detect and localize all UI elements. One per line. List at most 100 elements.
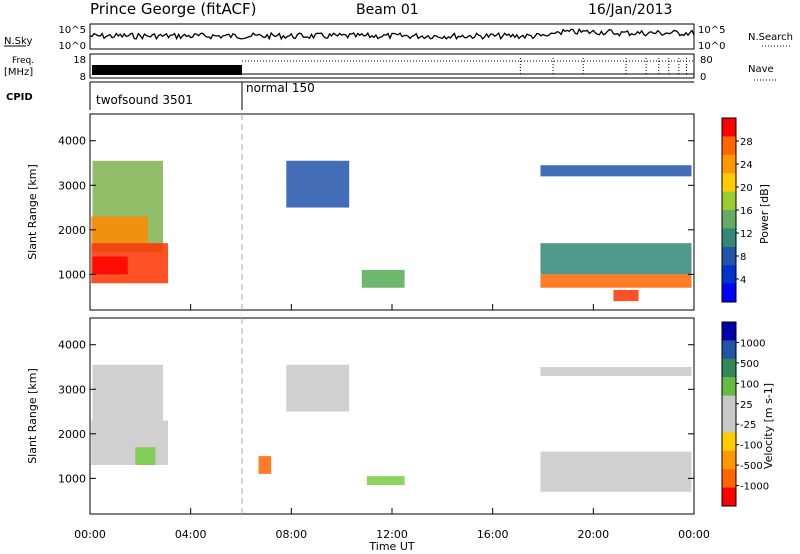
echo-region — [540, 165, 692, 177]
power-ylabel: Slant Range [km] — [26, 164, 39, 260]
colorbar-swatch — [722, 118, 736, 137]
colorbar-tick-label: 16 — [740, 206, 753, 217]
y-tick-label: 3000 — [58, 179, 86, 192]
colorbar-swatch — [722, 450, 736, 470]
velocity-ylabel: Slant Range [km] — [26, 368, 39, 464]
power-colorbar: 28 24 20 16 12 8 4 — [721, 117, 753, 303]
colorbar-swatch — [722, 283, 736, 303]
colorbar-swatch — [722, 136, 736, 156]
freq-twofsound-block — [92, 65, 242, 75]
colorbar-swatch — [722, 358, 736, 378]
velocity-data-layer — [91, 364, 692, 492]
x-tick-label: 12:00 — [376, 528, 408, 541]
colorbar-tick-label: -25 — [740, 420, 756, 431]
nsky-tick-top: 10^5 — [59, 25, 86, 36]
echo-region — [91, 216, 148, 244]
nsearch-label: N.Search — [748, 32, 793, 43]
time-xlabel: Time UT — [368, 540, 414, 553]
colorbar-swatch — [722, 228, 736, 248]
date-title: 16/Jan/2013 — [588, 2, 672, 18]
echo-region — [92, 364, 163, 421]
echo-region — [540, 451, 692, 492]
nave-label: Nave — [748, 64, 774, 75]
echo-region — [286, 364, 350, 412]
colorbar-swatch — [722, 469, 736, 489]
beam-title: Beam 01 — [356, 2, 419, 18]
echo-region — [366, 476, 405, 486]
echo-region — [135, 447, 156, 465]
colorbar-swatch — [722, 377, 736, 397]
echo-region — [613, 289, 639, 302]
echo-region — [286, 160, 350, 208]
colorbar-tick-label: 4 — [740, 275, 746, 286]
station-title: Prince George (fitACF) — [90, 0, 256, 18]
colorbar-tick-label: 500 — [740, 359, 759, 370]
freq-unit: [MHz] — [4, 67, 33, 78]
colorbar-swatch — [722, 414, 736, 433]
cpid-segment-1: twofsound 3501 — [96, 93, 193, 107]
colorbar-tick-label: 100 — [740, 379, 759, 390]
y-tick-label: 4000 — [58, 339, 86, 352]
colorbar-swatch — [722, 322, 736, 341]
nsearch-tick-top: 10^5 — [698, 25, 725, 36]
time-x-axis: 00:00 04:00 08:00 12:00 16:00 20:00 00:00 — [74, 304, 710, 541]
power-colorbar-label: Power [dB] — [758, 184, 771, 244]
y-tick-label: 2000 — [58, 224, 86, 237]
echo-region — [361, 269, 405, 288]
colorbar-swatch — [722, 432, 736, 452]
colorbar-swatch — [722, 265, 736, 285]
velocity-colorbar: 1000 500 100 25 -25 -100 -500 -1000 — [721, 321, 769, 507]
y-tick-label: 1000 — [58, 472, 86, 485]
cpid-label: CPID — [6, 92, 33, 103]
colorbar-swatch — [722, 191, 736, 211]
velocity-colorbar-label: Velocity [m s-1] — [762, 383, 775, 469]
colorbar-tick-label: 25 — [740, 400, 753, 411]
nave-tick-top: 80 — [700, 55, 713, 66]
colorbar-tick-label: -500 — [740, 461, 763, 472]
x-tick-label: 04:00 — [175, 528, 207, 541]
echo-region — [258, 456, 272, 474]
x-tick-label: 00:00 — [678, 528, 710, 541]
nsky-trace — [89, 27, 695, 41]
y-tick-label: 3000 — [58, 383, 86, 396]
y-tick-label: 1000 — [58, 268, 86, 281]
freq-tick-top: 18 — [73, 55, 86, 66]
x-tick-label: 00:00 — [74, 528, 106, 541]
cpid-segment-2: normal 150 — [246, 81, 315, 95]
echo-region — [92, 256, 128, 275]
colorbar-tick-label: 1000 — [740, 338, 765, 349]
colorbar-swatch — [722, 487, 736, 507]
nsky-tick-bottom: 10^0 — [59, 41, 86, 52]
echo-region — [540, 367, 692, 376]
colorbar-swatch — [722, 173, 736, 193]
nsearch-tick-bottom: 10^0 — [698, 41, 725, 52]
velocity-y-axis: 1000 2000 3000 4000 — [58, 339, 694, 485]
freq-panel-frame — [89, 53, 695, 79]
colorbar-swatch — [722, 154, 736, 174]
colorbar-tick-label: 24 — [740, 160, 753, 171]
freq-tick-bottom: 8 — [80, 72, 86, 83]
x-tick-label: 16:00 — [477, 528, 509, 541]
nsky-label: N.Sky — [4, 36, 32, 47]
colorbar-tick-label: -1000 — [740, 482, 769, 493]
x-tick-label: 20:00 — [577, 528, 609, 541]
colorbar-swatch — [722, 340, 736, 360]
echo-region — [91, 420, 169, 465]
colorbar-tick-label: 20 — [740, 183, 753, 194]
colorbar-tick-label: 28 — [740, 137, 753, 148]
x-tick-label: 08:00 — [275, 528, 307, 541]
colorbar-tick-label: -100 — [740, 441, 763, 452]
freq-label: Freq. — [12, 56, 34, 66]
colorbar-frame — [721, 321, 737, 507]
y-tick-label: 2000 — [58, 428, 86, 441]
colorbar-swatch — [722, 246, 736, 266]
nsky-panel-frame — [89, 23, 695, 50]
y-tick-label: 4000 — [58, 135, 86, 148]
colorbar-swatch — [722, 395, 736, 415]
power-y-axis: 1000 2000 3000 4000 — [58, 135, 694, 281]
echo-region — [540, 274, 692, 288]
nave-tick-bottom: 0 — [700, 72, 706, 83]
power-data-layer — [91, 160, 692, 302]
colorbar-tick-label: 8 — [740, 252, 746, 263]
